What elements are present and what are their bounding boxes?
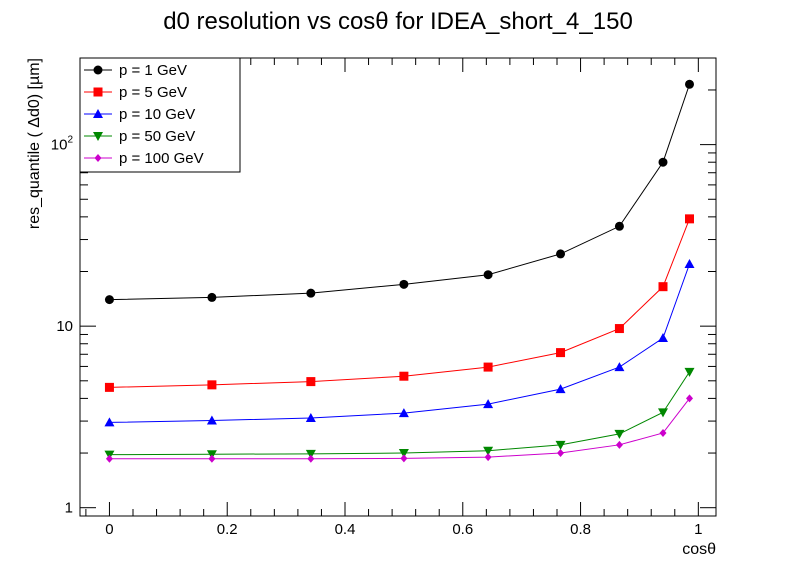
x-tick-label: 0.8 <box>570 521 591 538</box>
series-3 <box>104 258 695 427</box>
plot-area: 0 0.2 0.4 0.6 0.8 1 1 10 102 <box>51 57 717 538</box>
data-point <box>207 380 217 390</box>
legend-marker <box>94 154 102 162</box>
x-tick-label: 0.2 <box>217 521 238 538</box>
data-point <box>483 399 494 409</box>
data-point <box>399 279 409 289</box>
data-point <box>659 428 667 437</box>
legend-item: p = 1 GeV <box>84 62 187 79</box>
data-point <box>208 454 216 463</box>
chart-title: d0 resolution vs cosθ for IDEA_short_4_1… <box>163 8 633 35</box>
y-tick-label: 10 <box>56 318 73 335</box>
data-point <box>104 382 114 392</box>
legend-item: p = 5 GeV <box>84 84 187 101</box>
legend: p = 1 GeV p = 5 GeV p = 10 GeV p = 50 GeV p … <box>79 57 241 173</box>
y-tick-label: 1 <box>65 500 73 517</box>
data-point <box>307 454 315 463</box>
data-point <box>206 450 217 460</box>
data-point <box>555 440 566 450</box>
data-point <box>557 449 565 458</box>
data-point <box>306 377 316 387</box>
data-point <box>614 221 624 231</box>
series-4 <box>104 367 695 460</box>
data-point <box>104 417 115 427</box>
data-point <box>556 249 566 259</box>
legend-label: p = 5 GeV <box>119 84 187 101</box>
data-point <box>658 333 668 343</box>
legend-marker <box>93 87 103 97</box>
legend-label: p = 10 GeV <box>119 106 195 123</box>
y-tick-label: 102 <box>51 135 74 154</box>
data-point <box>398 449 409 459</box>
data-point <box>206 415 217 425</box>
data-point <box>658 157 668 167</box>
x-tick-label: 0.6 <box>452 521 473 538</box>
legend-item: p = 100 GeV <box>84 150 204 167</box>
data-point <box>615 440 623 449</box>
data-point <box>207 292 217 302</box>
series-line <box>109 263 690 423</box>
data-point <box>306 288 316 298</box>
legend-marker <box>93 65 103 75</box>
data-point <box>400 454 408 463</box>
x-tick-label: 0 <box>105 521 113 538</box>
x-axis-label: cosθ <box>682 541 716 558</box>
legend-marker <box>93 109 103 118</box>
data-point <box>555 384 566 394</box>
legend-item: p = 50 GeV <box>84 128 195 145</box>
legend-label: p = 50 GeV <box>119 128 195 145</box>
legend-item: p = 10 GeV <box>84 106 195 123</box>
data-point <box>105 454 113 463</box>
data-point <box>686 394 693 403</box>
data-point <box>685 79 694 89</box>
data-point <box>684 367 695 377</box>
data-point <box>398 408 409 418</box>
data-point <box>483 446 494 456</box>
series-line <box>109 218 690 388</box>
legend-marker <box>93 132 103 141</box>
data-point <box>658 282 668 292</box>
data-point <box>556 348 566 358</box>
data-point <box>614 429 625 439</box>
series-5 <box>105 394 693 463</box>
data-point <box>104 295 114 305</box>
data-point <box>483 362 493 372</box>
legend-box <box>79 57 241 173</box>
data-point <box>305 412 316 422</box>
legend-label: p = 100 GeV <box>119 150 204 167</box>
legend-label: p = 1 GeV <box>119 62 187 79</box>
data-point <box>685 214 694 224</box>
data-point <box>484 453 492 462</box>
data-point <box>305 449 316 459</box>
series-2 <box>104 214 694 392</box>
x-tick-label: 0.4 <box>335 521 356 538</box>
plot-frame <box>79 57 717 517</box>
data-point <box>399 371 409 381</box>
data-point <box>658 408 668 418</box>
series-1 <box>104 79 694 305</box>
y-axis-label: res_quantile ( Δd0) [µm] <box>26 58 43 229</box>
data-point <box>483 270 493 280</box>
data-point <box>684 258 695 268</box>
data-point <box>614 362 625 372</box>
x-tick-label: 1 <box>694 521 702 538</box>
data-point <box>614 324 624 334</box>
